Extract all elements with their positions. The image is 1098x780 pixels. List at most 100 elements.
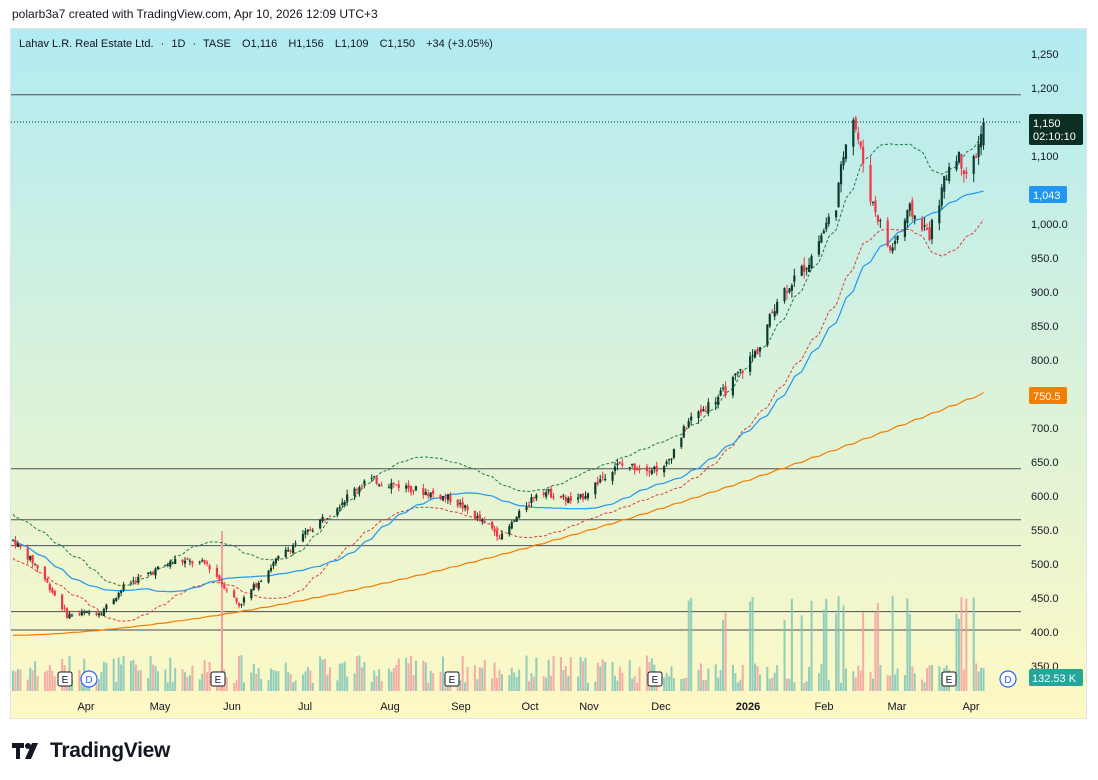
volume-bar (292, 682, 295, 691)
candle-body (766, 324, 769, 346)
volume-bar (955, 613, 958, 691)
earnings-marker[interactable] (941, 671, 957, 687)
volume-bar (618, 666, 621, 691)
volume-bar (473, 665, 476, 691)
volume-bar (274, 670, 277, 691)
volume-bar (174, 667, 177, 691)
volume-bar (869, 672, 872, 691)
time-axis-label: Jul (298, 701, 312, 713)
candle-body (817, 241, 821, 255)
volume-bar (12, 670, 14, 691)
chart-frame[interactable]: 1,250 1,200 1,150 1,100 1,000.0 950.0 900.0 850… (10, 28, 1087, 719)
candle-body (768, 314, 771, 327)
time-axis-label: May (150, 701, 171, 713)
volume-bar (736, 682, 739, 691)
volume-bar (564, 665, 567, 691)
legend-separator: · (161, 38, 165, 50)
volume-bar (682, 678, 685, 691)
price-chart[interactable]: 1,250 1,200 1,150 1,100 1,000.0 950.0 900.0 850… (11, 29, 1087, 719)
volume-bar (960, 597, 963, 691)
price-tick-label: 700.0 (1031, 423, 1059, 435)
candlesticks (11, 115, 985, 620)
volume-bar (51, 670, 54, 691)
price-tick-label: 550.0 (1031, 525, 1059, 537)
volume-bar (510, 667, 513, 691)
volume-bar (483, 659, 486, 691)
candle-body (201, 560, 204, 562)
volume-bar (80, 682, 83, 691)
candle-body (886, 220, 889, 247)
created-by-line: polarb3a7 created with TradingView.com, … (12, 7, 378, 21)
candle-body (429, 492, 432, 498)
candle-body (613, 466, 617, 471)
time-axis-label: Nov (579, 701, 599, 713)
volume-bar (741, 664, 744, 691)
volume-bar (353, 673, 356, 691)
candle-body (545, 492, 548, 497)
earnings-marker[interactable] (444, 671, 460, 687)
candle-body (26, 548, 29, 560)
ma-slow-label: 750.5 (1033, 391, 1061, 403)
candle-body (928, 227, 931, 241)
dividend-marker[interactable] (80, 670, 98, 688)
candle-body (938, 205, 941, 224)
candle-body (186, 558, 189, 560)
ma-fast-badge: 1,043 (1029, 186, 1067, 203)
candle-body (500, 533, 504, 540)
candle-body (242, 597, 246, 603)
volume-bar (439, 671, 442, 691)
volume-bar (962, 669, 965, 691)
candle-body (424, 491, 427, 495)
volume-bar (375, 676, 378, 691)
candle-body (387, 486, 391, 488)
price-tick-label: 850.0 (1031, 321, 1059, 333)
time-axis-label: Apr (962, 701, 979, 713)
volume-bar (820, 664, 823, 691)
volume-bar (117, 657, 120, 691)
candle-body (717, 396, 720, 406)
earnings-marker[interactable] (57, 671, 73, 687)
volume-bar (397, 658, 400, 691)
dividend-marker[interactable] (999, 670, 1017, 688)
candle-body (464, 505, 467, 508)
candle-body (80, 611, 83, 616)
candle-body (852, 120, 855, 147)
candle-body (360, 485, 364, 487)
candle-body (835, 210, 838, 218)
volume-bar (43, 671, 46, 691)
candle-body (235, 597, 238, 602)
volume-bar (464, 682, 467, 691)
candle-body (876, 215, 879, 222)
volume-bar (923, 682, 926, 691)
earnings-marker[interactable] (647, 671, 663, 687)
candle-body (682, 426, 685, 438)
volume-bar (719, 669, 722, 691)
candle-body (306, 529, 309, 532)
volume-bar (378, 669, 381, 691)
volume-bar (508, 675, 511, 691)
candle-body (250, 589, 253, 599)
volume-bar (287, 671, 290, 691)
candle-body (169, 561, 172, 567)
volume-bar (191, 665, 194, 691)
volume-bar (412, 675, 415, 691)
candle-body (412, 490, 415, 492)
candle-body (46, 578, 49, 583)
volume-bar (122, 655, 125, 691)
volume-bar (257, 668, 260, 691)
candle-body (36, 564, 39, 569)
tradingview-logo[interactable]: TradingView (12, 739, 170, 763)
volume-bar (680, 678, 683, 691)
time-axis[interactable]: Apr May Jun Jul Aug Sep Oct Nov Dec 2026 Feb Mar Apr (77, 701, 979, 713)
volume-bar (527, 681, 530, 691)
earnings-marker[interactable] (210, 671, 226, 687)
candle-body (257, 582, 260, 590)
volume-bar (518, 669, 521, 691)
candle-body (925, 228, 929, 230)
current-price-badge: 1,150 02:10:10 (1029, 114, 1083, 145)
volume-bar (34, 661, 37, 691)
volume-bar (645, 655, 648, 691)
volume-bar (260, 678, 263, 691)
candle-body (407, 484, 410, 489)
